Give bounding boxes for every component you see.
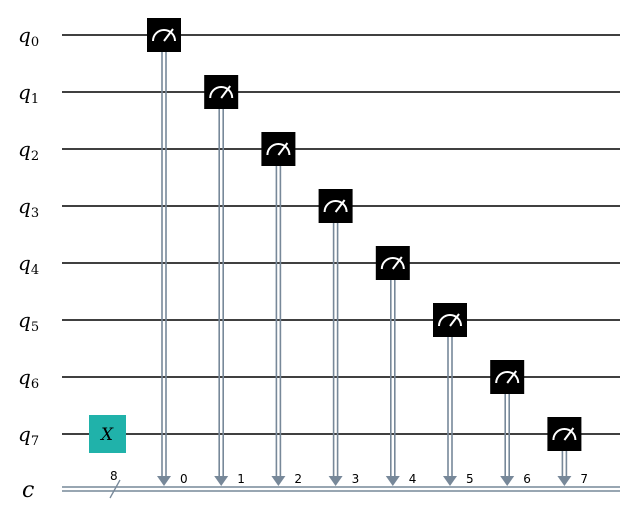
clbit-index-label: 5 xyxy=(466,472,474,486)
qubit-label-name: q xyxy=(18,308,31,332)
clbit-index-label: 0 xyxy=(180,472,188,486)
measure-gate xyxy=(490,360,525,394)
register-bundle-slash xyxy=(109,479,121,499)
meter-icon xyxy=(438,314,462,327)
meter-needle-icon xyxy=(277,142,289,156)
measure-arrow xyxy=(157,476,171,486)
qubit-label: q0 xyxy=(18,23,39,50)
qubit-label: q3 xyxy=(18,194,39,221)
meter-icon xyxy=(266,143,291,156)
meter-icon xyxy=(152,29,176,42)
qubit-label-index: 1 xyxy=(31,92,39,107)
measure-arrow xyxy=(500,476,515,486)
qubit-label-name: q xyxy=(18,137,31,161)
meter-icon xyxy=(380,257,405,270)
qubit-label-name: q xyxy=(18,365,31,389)
measure-arrow xyxy=(328,476,343,486)
qubit-label: q5 xyxy=(18,308,39,335)
meter-needle-icon xyxy=(334,199,346,213)
meter-needle-icon xyxy=(391,256,403,270)
measure-gate xyxy=(375,246,410,280)
meter-needle-icon xyxy=(220,85,231,99)
qubit-label: q2 xyxy=(18,137,39,164)
clbit-index-label: 4 xyxy=(409,472,417,486)
qubit-label-name: q xyxy=(18,23,31,47)
clbit-index-label: 3 xyxy=(352,472,360,486)
qubit-label-index: 3 xyxy=(31,206,39,221)
measure-gate xyxy=(204,75,239,109)
qubit-label-name: q xyxy=(18,194,31,218)
qubit-label: q6 xyxy=(18,365,39,392)
measure-gate xyxy=(147,18,181,52)
measure-gate xyxy=(547,417,582,451)
measure-gate xyxy=(261,132,296,166)
qubit-label: q7 xyxy=(18,422,39,449)
classical-register-label: c xyxy=(22,478,34,503)
measure-arrow xyxy=(214,476,229,486)
meter-icon xyxy=(323,200,348,213)
qubit-label: q1 xyxy=(18,80,39,107)
meter-needle-icon xyxy=(506,370,518,384)
meter-icon xyxy=(209,86,234,99)
qubit-label-index: 2 xyxy=(31,149,39,164)
measure-gate xyxy=(318,189,353,223)
x-gate-label: X xyxy=(99,425,114,445)
qubit-label-name: q xyxy=(18,80,31,104)
meter-icon xyxy=(552,428,577,441)
qubit-label-name: q xyxy=(18,251,31,275)
qubit-label-index: 5 xyxy=(31,320,39,335)
qubit-label-index: 0 xyxy=(31,35,39,50)
clbit-index-label: 2 xyxy=(294,472,302,486)
x-gate xyxy=(89,415,126,453)
clbit-index-label: 7 xyxy=(580,472,588,486)
qubit-label-index: 6 xyxy=(31,377,39,392)
clbit-index-label: 6 xyxy=(523,472,531,486)
meter-needle-icon xyxy=(563,427,575,441)
qubit-label-index: 4 xyxy=(31,263,39,278)
qubit-label: q4 xyxy=(18,251,39,278)
measure-arrow xyxy=(385,476,400,486)
register-width-label: 8 xyxy=(110,469,118,483)
qubit-label-index: 7 xyxy=(31,434,39,449)
measure-gate xyxy=(433,303,467,337)
measure-arrow xyxy=(271,476,286,486)
meter-icon xyxy=(495,371,520,384)
meter-needle-icon xyxy=(449,313,460,327)
measure-arrow xyxy=(557,476,572,486)
meter-needle-icon xyxy=(163,28,174,42)
measure-arrow xyxy=(443,476,457,486)
qubit-label-name: q xyxy=(18,422,31,446)
clbit-index-label: 1 xyxy=(237,472,245,486)
